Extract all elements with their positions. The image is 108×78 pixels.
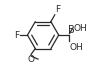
Text: F: F [14, 31, 19, 40]
Text: OH: OH [73, 24, 87, 33]
Text: OH: OH [70, 43, 84, 51]
Text: O: O [28, 55, 34, 64]
Text: F: F [55, 5, 60, 14]
Text: B: B [68, 25, 75, 35]
